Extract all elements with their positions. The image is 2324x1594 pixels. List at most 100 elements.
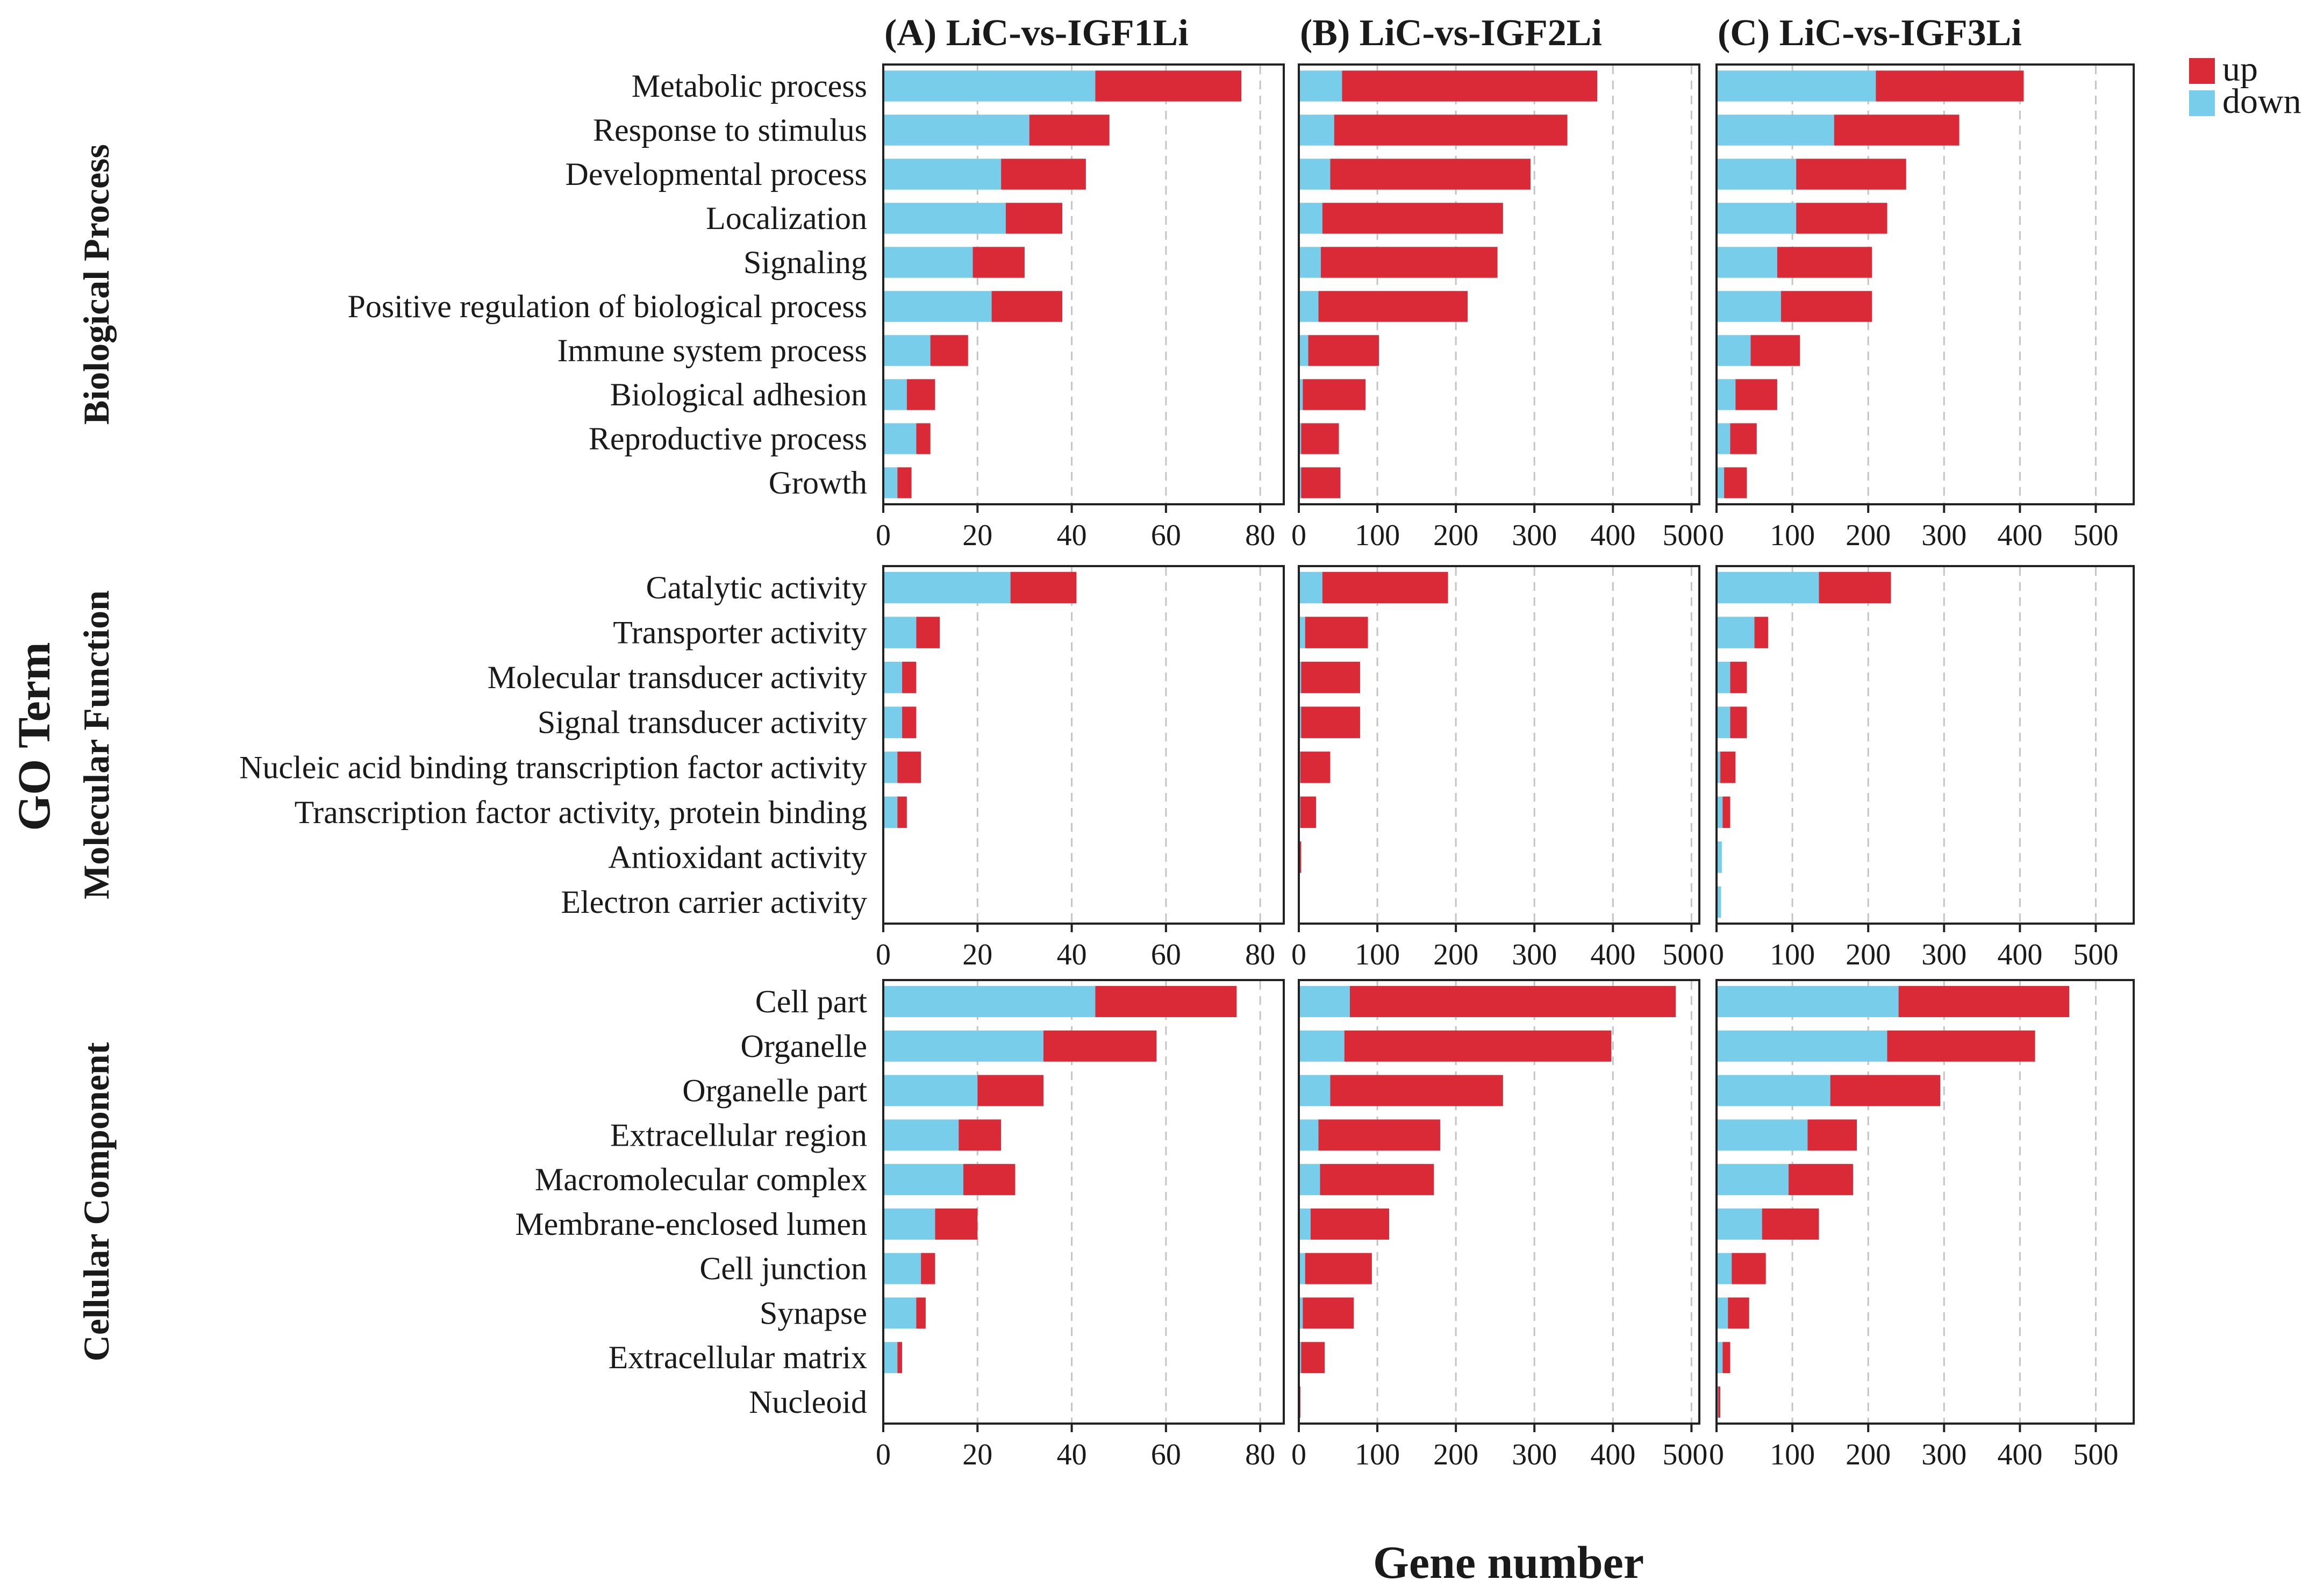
- bar-up-A-response-to-stimulus: [1029, 115, 1110, 146]
- bar-down-A-transcription-factor-activity-protein-binding: [883, 796, 898, 828]
- bar-down-A-positive-regulation-of-biological-process: [883, 291, 992, 322]
- bar-up-B-reproductive-process: [1301, 423, 1339, 454]
- bar-down-B-growth: [1299, 467, 1302, 498]
- category-label-signaling: Signaling: [743, 245, 867, 280]
- bar-down-B-catalytic-activity: [1299, 571, 1322, 604]
- bar-up-A-nucleic-acid-binding-transcription-factor-activity: [897, 752, 921, 783]
- bar-up-C-signal-transducer-activity: [1730, 706, 1747, 738]
- bar-down-B-metabolic-process: [1299, 70, 1342, 102]
- tick-label-B-cellular-component-300: 300: [1512, 1438, 1557, 1471]
- category-label-macromolecular-complex: Macromolecular complex: [535, 1162, 867, 1197]
- bar-up-C-transporter-activity: [1754, 617, 1768, 648]
- bar-up-B-immune-system-process: [1308, 335, 1379, 366]
- category-label-nucleoid: Nucleoid: [749, 1384, 867, 1420]
- tick-label-C-biological-process-300: 300: [1921, 519, 1967, 552]
- bar-up-A-molecular-transducer-activity: [902, 661, 917, 694]
- x-axis-title: Gene number: [1373, 1536, 1644, 1588]
- bar-down-B-extracellular-matrix: [1299, 1342, 1302, 1374]
- bar-up-B-organelle-part: [1330, 1075, 1503, 1106]
- bar-up-C-macromolecular-complex: [1789, 1164, 1853, 1196]
- tick-label-A-biological-process-40: 40: [1057, 519, 1087, 552]
- bar-down-C-extracellular-region: [1717, 1119, 1808, 1151]
- bar-down-A-biological-adhesion: [883, 379, 907, 410]
- category-label-signal-transducer-activity: Signal transducer activity: [538, 705, 867, 740]
- bar-down-A-catalytic-activity: [883, 571, 1011, 604]
- bar-down-C-positive-regulation-of-biological-process: [1717, 291, 1781, 322]
- bar-down-C-signal-transducer-activity: [1717, 706, 1731, 738]
- tick-label-B-molecular-function-200: 200: [1433, 938, 1478, 971]
- category-label-cell-junction: Cell junction: [699, 1251, 867, 1286]
- bar-down-B-membrane-enclosed-lumen: [1299, 1208, 1311, 1240]
- tick-label-A-cellular-component-20: 20: [962, 1438, 992, 1471]
- bar-up-A-extracellular-region: [959, 1119, 1002, 1151]
- bar-down-C-immune-system-process: [1717, 335, 1751, 366]
- bar-down-B-organelle: [1299, 1030, 1345, 1062]
- bar-up-C-positive-regulation-of-biological-process: [1780, 291, 1872, 322]
- bar-down-A-cell-junction: [883, 1253, 921, 1284]
- panel-title-B: (B) LiC-vs-IGF2Li: [1300, 12, 1602, 54]
- bar-up-A-localization: [1005, 203, 1063, 234]
- panel-frame-C-cellular-component: [1715, 979, 2135, 1425]
- tick-label-A-biological-process-60: 60: [1151, 519, 1181, 552]
- bar-down-A-extracellular-region: [883, 1119, 959, 1151]
- bar-down-A-localization: [883, 203, 1006, 234]
- tick-label-B-biological-process-500: 500: [1662, 519, 1707, 552]
- bar-up-C-localization: [1796, 203, 1887, 234]
- bar-down-A-signal-transducer-activity: [883, 706, 903, 738]
- bar-down-B-macromolecular-complex: [1299, 1164, 1320, 1196]
- bar-down-C-signaling: [1717, 247, 1777, 278]
- tick-label-C-cellular-component-0: 0: [1709, 1438, 1724, 1471]
- tick-label-B-molecular-function-300: 300: [1512, 938, 1557, 971]
- panel-frame-B-biological-process: [1298, 63, 1700, 505]
- bar-up-A-transporter-activity: [916, 617, 940, 648]
- bar-down-C-cell-part: [1717, 986, 1899, 1017]
- bar-down-C-membrane-enclosed-lumen: [1717, 1208, 1762, 1240]
- bar-up-B-growth: [1301, 467, 1341, 498]
- category-label-developmental-process: Developmental process: [566, 156, 867, 192]
- bar-up-A-immune-system-process: [930, 335, 968, 366]
- category-label-reproductive-process: Reproductive process: [589, 421, 867, 456]
- tick-label-B-cellular-component-500: 500: [1662, 1438, 1707, 1471]
- category-label-antioxidant-activity: Antioxidant activity: [608, 839, 867, 875]
- bar-up-A-cell-part: [1095, 986, 1237, 1017]
- bar-down-B-developmental-process: [1299, 159, 1331, 190]
- category-label-transporter-activity: Transporter activity: [613, 615, 867, 651]
- bar-down-A-membrane-enclosed-lumen: [883, 1208, 935, 1240]
- panel-frame-A-molecular-function: [882, 565, 1285, 925]
- tick-label-A-biological-process-0: 0: [876, 519, 891, 552]
- bar-down-C-macromolecular-complex: [1717, 1164, 1789, 1196]
- bar-down-C-molecular-transducer-activity: [1717, 661, 1731, 694]
- bar-down-C-synapse: [1717, 1297, 1728, 1329]
- bar-up-B-molecular-transducer-activity: [1301, 661, 1360, 694]
- bar-down-C-catalytic-activity: [1717, 571, 1819, 604]
- bar-down-C-metabolic-process: [1717, 70, 1876, 102]
- bar-up-C-cell-junction: [1732, 1253, 1766, 1284]
- tick-label-C-molecular-function-500: 500: [2073, 938, 2118, 971]
- tick-label-C-molecular-function-100: 100: [1770, 938, 1815, 971]
- bar-down-A-growth: [883, 467, 898, 498]
- bar-up-A-cell-junction: [921, 1253, 935, 1284]
- category-label-organelle-part: Organelle part: [682, 1073, 867, 1109]
- bar-down-C-developmental-process: [1717, 159, 1797, 190]
- bar-down-A-extracellular-matrix: [883, 1342, 898, 1374]
- bar-up-A-positive-regulation-of-biological-process: [991, 291, 1063, 322]
- bar-down-A-immune-system-process: [883, 335, 931, 366]
- tick-label-A-molecular-function-40: 40: [1057, 938, 1087, 971]
- tick-label-B-biological-process-0: 0: [1291, 519, 1306, 552]
- bar-up-A-membrane-enclosed-lumen: [935, 1208, 978, 1240]
- legend-swatch-down: [2189, 90, 2215, 116]
- bar-down-B-organelle-part: [1299, 1075, 1331, 1106]
- category-label-synapse: Synapse: [760, 1295, 867, 1331]
- tick-label-C-cellular-component-300: 300: [1921, 1438, 1967, 1471]
- bar-up-B-extracellular-matrix: [1301, 1342, 1325, 1374]
- category-label-organelle: Organelle: [741, 1028, 867, 1064]
- tick-label-B-biological-process-400: 400: [1590, 519, 1635, 552]
- category-label-response-to-stimulus: Response to stimulus: [593, 112, 867, 148]
- bar-up-A-macromolecular-complex: [963, 1164, 1016, 1196]
- tick-label-B-molecular-function-100: 100: [1355, 938, 1400, 971]
- bar-down-C-antioxidant-activity: [1717, 841, 1722, 873]
- category-label-extracellular-matrix: Extracellular matrix: [609, 1340, 867, 1375]
- bar-up-C-metabolic-process: [1876, 70, 2024, 102]
- bar-up-A-extracellular-matrix: [897, 1342, 903, 1374]
- tick-label-B-molecular-function-0: 0: [1291, 938, 1306, 971]
